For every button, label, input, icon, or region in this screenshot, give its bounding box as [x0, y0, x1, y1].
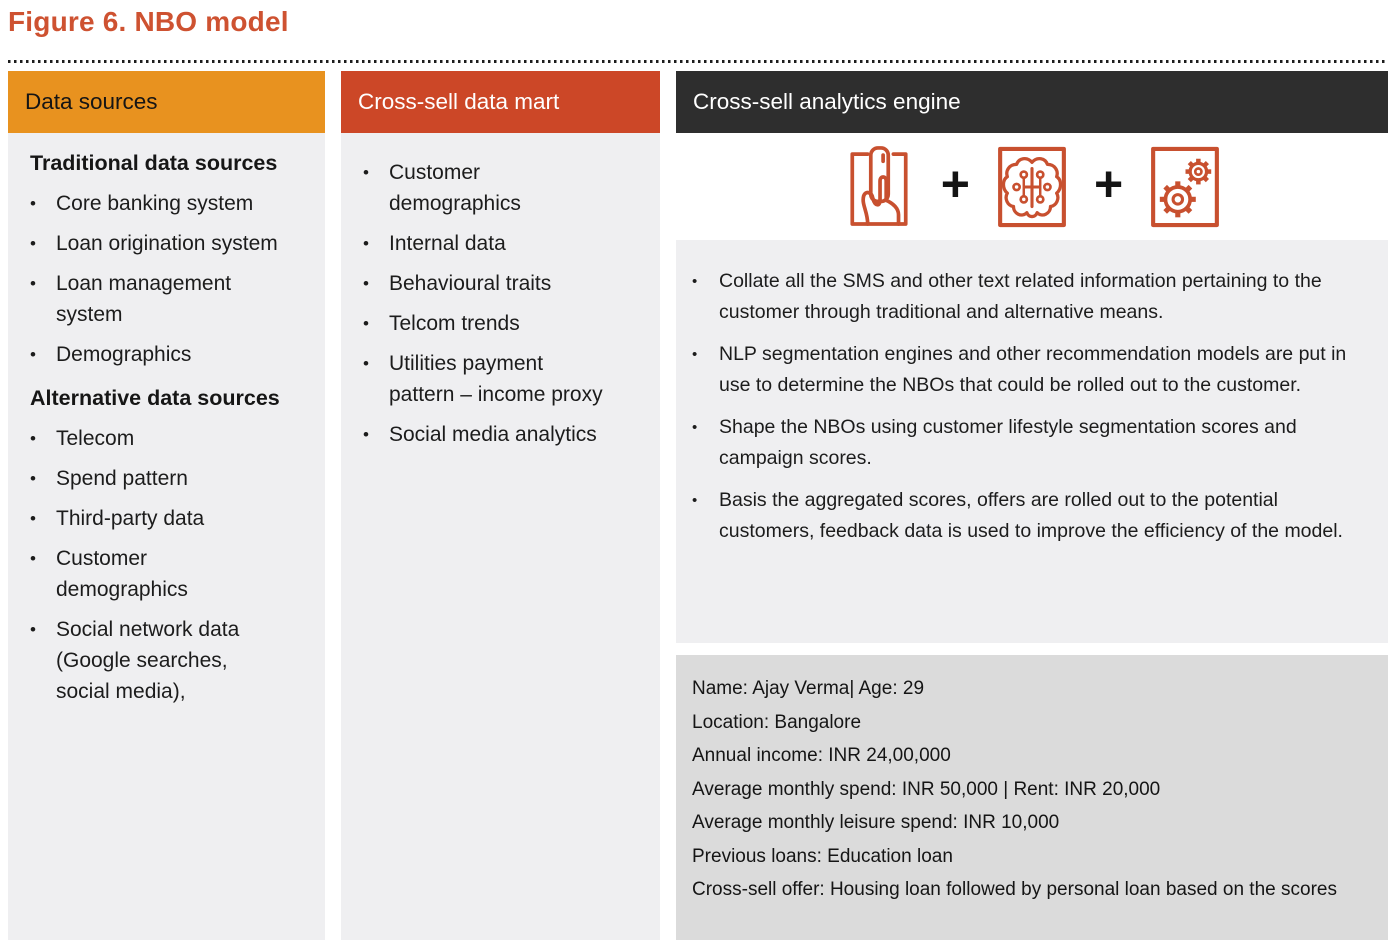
list-item: Third-party data — [30, 503, 307, 534]
list-item-text: NLP segmentation engines and other recom… — [719, 343, 1347, 396]
list-item: Spend pattern — [30, 463, 307, 494]
analytics-engine-header-label: Cross-sell analytics engine — [693, 89, 961, 114]
list-item-text: Loan origination system — [56, 232, 278, 255]
data-mart-header: Cross-sell data mart — [341, 71, 660, 133]
profile-annual-income: Annual income: INR 24,00,000 — [692, 745, 951, 766]
profile-cross-sell-offer: Cross-sell offer: Housing loan followed … — [692, 879, 1337, 900]
data-sources-panel: Traditional data sources Core banking sy… — [8, 133, 325, 940]
data-sources-header: Data sources — [8, 71, 325, 133]
profile-previous-loans: Previous loans: Education loan — [692, 845, 953, 867]
alternative-sources-heading: Alternative data sources — [30, 386, 280, 410]
plus-icon: + — [940, 155, 970, 212]
list-item-text: Telcom trends — [389, 312, 520, 335]
data-mart-header-label: Cross-sell data mart — [358, 89, 560, 114]
traditional-sources-heading: Traditional data sources — [30, 151, 278, 175]
profile-name-age: Name: Ajay Verma| Age: 29 — [692, 678, 925, 699]
profile-monthly-spend: Average monthly spend: INR 50,000 | Rent… — [692, 778, 1161, 800]
list-item: Customer demographics — [363, 157, 642, 219]
list-item: Behavioural traits — [363, 268, 642, 299]
list-item: Basis the aggregated scores, offers are … — [692, 485, 1368, 547]
list-item-text: Shape the NBOs using customer lifestyle … — [719, 416, 1297, 469]
data-sources-header-label: Data sources — [25, 89, 158, 114]
card-in-hand-icon — [842, 143, 916, 231]
list-item-text: Behavioural traits — [389, 272, 552, 295]
list-item: Telcom trends — [363, 308, 642, 339]
data-mart-panel: Customer demographics Internal data Beha… — [341, 133, 660, 940]
list-item: Customer demographics — [30, 543, 307, 605]
plus-icon: + — [1094, 155, 1124, 212]
profile-leisure-spend: Average monthly leisure spend: INR 10,00… — [692, 812, 1060, 833]
list-item-text: Internal data — [389, 232, 506, 255]
figure-title: Figure 6. NBO model — [8, 6, 289, 37]
list-item: Telecom — [30, 423, 307, 454]
list-item: NLP segmentation engines and other recom… — [692, 339, 1368, 401]
list-item: Loan management system — [30, 268, 307, 330]
list-item-text: Collate all the SMS and other text relat… — [719, 270, 1322, 323]
analytics-icons-row: + + — [676, 133, 1388, 240]
list-item: Social media analytics — [363, 419, 642, 450]
column-data-mart: Cross-sell data mart Customer demographi… — [341, 71, 660, 940]
list-item-text: Telecom — [56, 427, 135, 450]
list-item-text: Demographics — [56, 343, 192, 366]
dotted-divider — [8, 60, 1388, 63]
analytics-engine-header: Cross-sell analytics engine — [676, 71, 1388, 133]
list-item-text: Spend pattern — [56, 467, 188, 490]
list-item: Shape the NBOs using customer lifestyle … — [692, 412, 1368, 474]
list-item-text: Customer demographics — [56, 547, 188, 601]
list-item: Social network data (Google searches, so… — [30, 614, 307, 707]
list-item: Collate all the SMS and other text relat… — [692, 266, 1368, 328]
column-analytics-engine: Cross-sell analytics engine + — [676, 71, 1388, 940]
customer-profile-panel: Name: Ajay Verma| Age: 29 Location: Bang… — [676, 655, 1388, 940]
profile-location: Location: Bangalore — [692, 711, 862, 733]
list-item-text: Social network data (Google searches, so… — [56, 618, 240, 703]
alternative-sources-list: Telecom Spend pattern Third-party data C… — [30, 423, 307, 707]
list-item-text: Social media analytics — [389, 423, 597, 446]
list-item: Utilities payment pattern – income proxy — [363, 348, 642, 410]
list-item-text: Loan management system — [56, 272, 232, 326]
analytics-bullets-panel: Collate all the SMS and other text relat… — [676, 240, 1388, 643]
column-data-sources: Data sources Traditional data sources Co… — [8, 71, 325, 940]
ai-brain-circuit-icon — [995, 143, 1069, 231]
list-item: Internal data — [363, 228, 642, 259]
list-item-text: Third-party data — [56, 507, 205, 530]
analytics-bullets-list: Collate all the SMS and other text relat… — [692, 266, 1368, 547]
traditional-sources-list: Core banking system Loan origination sys… — [30, 188, 307, 370]
list-item-text: Basis the aggregated scores, offers are … — [719, 489, 1343, 542]
list-item-text: Core banking system — [56, 192, 254, 215]
list-item: Loan origination system — [30, 228, 307, 259]
data-mart-list: Customer demographics Internal data Beha… — [363, 157, 642, 450]
list-item: Core banking system — [30, 188, 307, 219]
gears-icon — [1148, 143, 1222, 231]
list-item-text: Customer demographics — [389, 161, 521, 215]
list-item-text: Utilities payment pattern – income proxy — [389, 352, 603, 406]
list-item: Demographics — [30, 339, 307, 370]
